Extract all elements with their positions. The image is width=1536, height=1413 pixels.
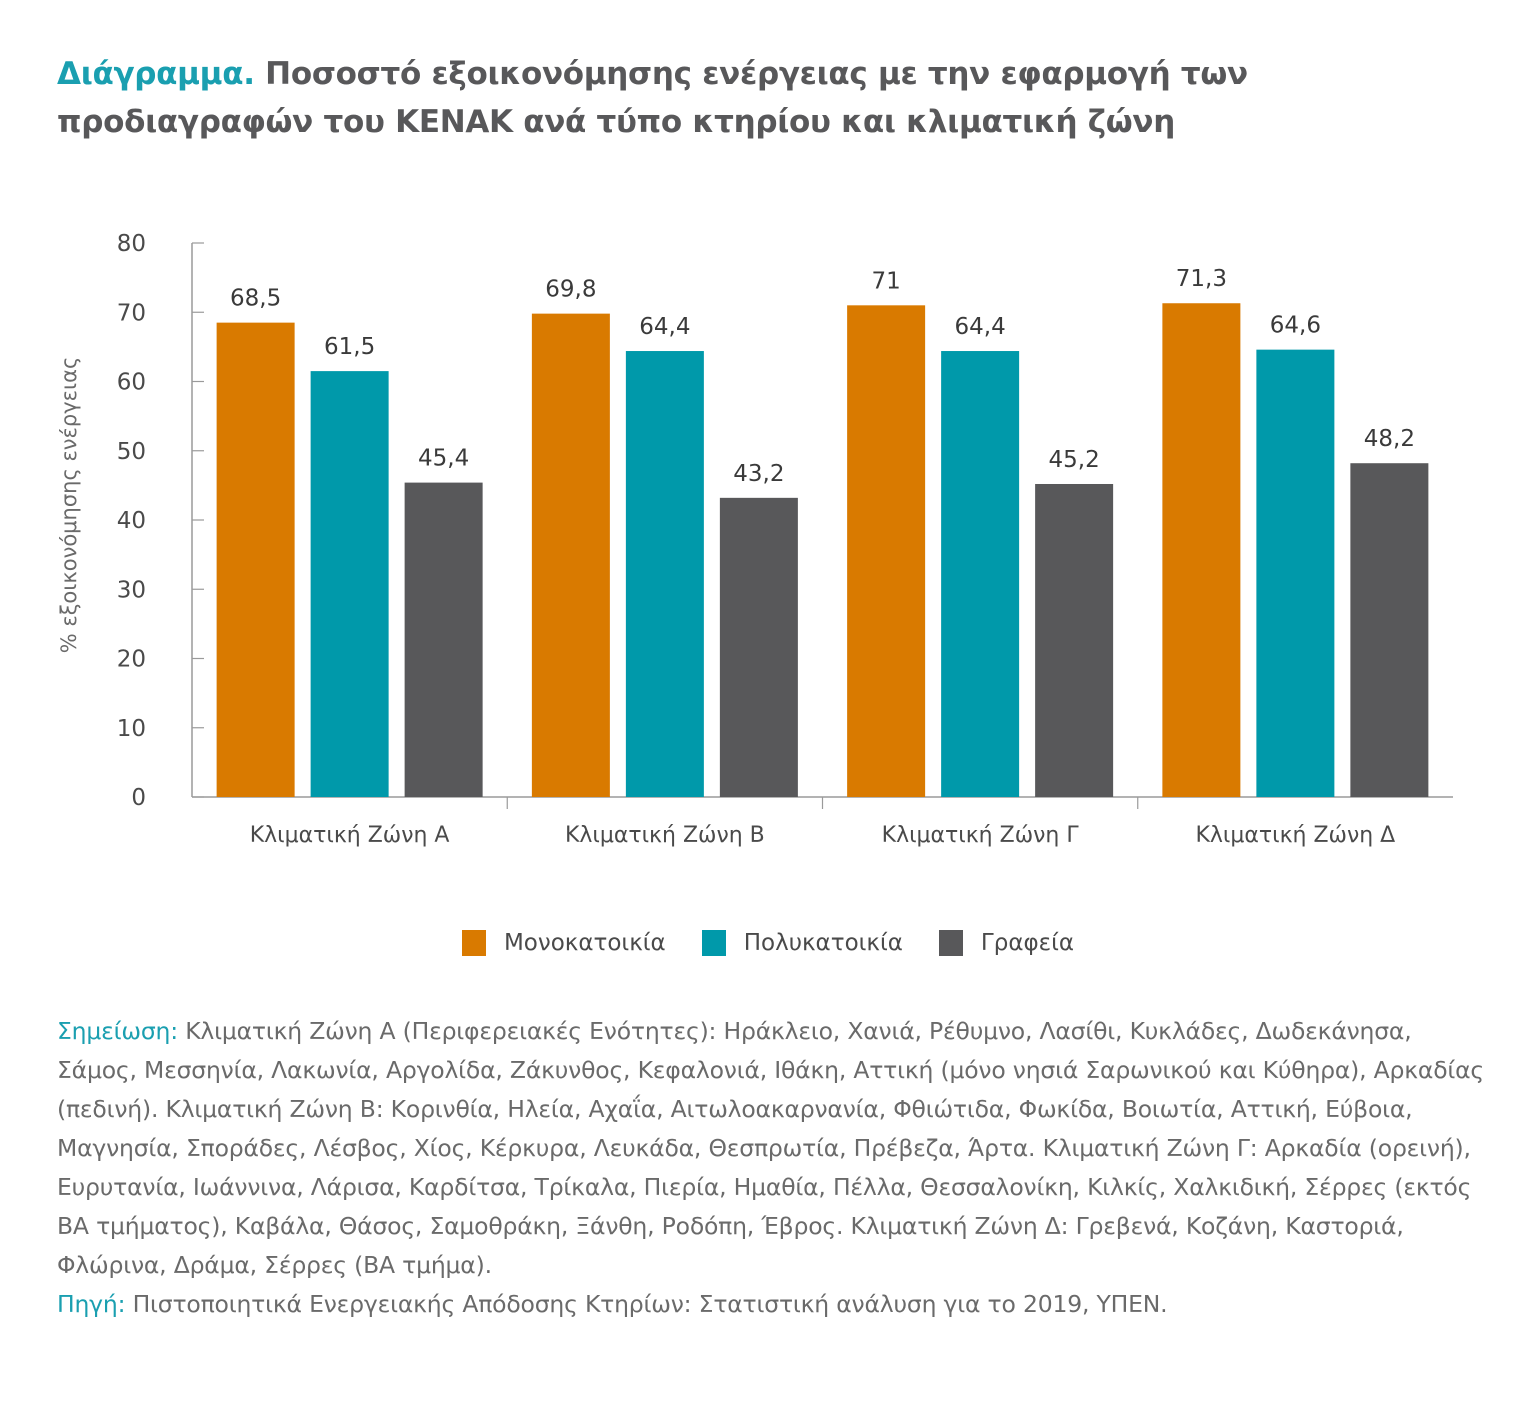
bar xyxy=(941,351,1020,797)
y-tick-label: 80 xyxy=(117,231,146,257)
x-tick-label: Κλιματική Ζώνη Α xyxy=(250,823,450,848)
y-tick-label: 40 xyxy=(117,508,146,534)
data-label: 64,4 xyxy=(955,314,1006,340)
y-tick-label: 10 xyxy=(117,716,146,742)
bar xyxy=(1256,349,1335,797)
y-tick-label: 0 xyxy=(131,785,146,811)
data-label: 64,4 xyxy=(639,314,690,340)
data-label: 71 xyxy=(871,268,900,294)
data-label: 43,2 xyxy=(733,461,784,487)
legend-item: Γραφεία xyxy=(938,930,1075,956)
chart-title: Διάγραμμα. Ποσοστό εξοικονόμησης ενέργει… xyxy=(57,50,1497,146)
bar xyxy=(847,305,926,797)
y-tick-label: 30 xyxy=(117,577,146,603)
x-tick-label: Κλιματική Ζώνη Γ xyxy=(882,823,1080,848)
bar xyxy=(1350,463,1429,797)
y-tick-label: 70 xyxy=(117,300,146,326)
bar xyxy=(216,322,295,797)
title-lead: Διάγραμμα. xyxy=(57,56,255,92)
source-paragraph: Πηγή: Πιστοποιητικά Ενεργειακής Απόδοσης… xyxy=(57,1285,1497,1324)
legend-swatch xyxy=(461,930,486,956)
bar xyxy=(310,371,389,797)
data-label: 69,8 xyxy=(545,277,596,303)
bar xyxy=(404,482,483,797)
data-label: 48,2 xyxy=(1364,426,1415,452)
bar xyxy=(1162,303,1241,797)
bar xyxy=(1035,483,1114,797)
data-label: 45,4 xyxy=(418,446,469,472)
y-tick-label: 20 xyxy=(117,647,146,673)
legend-swatch xyxy=(938,930,963,956)
note-paragraph: Σημείωση: Κλιματική Ζώνη Α (Περιφερειακέ… xyxy=(57,1012,1497,1285)
data-label: 64,6 xyxy=(1270,313,1321,339)
notes: Σημείωση: Κλιματική Ζώνη Α (Περιφερειακέ… xyxy=(57,1012,1497,1324)
y-axis-label: % εξοικονόμησης ενέργειας xyxy=(57,357,81,654)
legend-item: Πολυκατοικία xyxy=(701,930,903,956)
bar xyxy=(719,497,798,797)
bar xyxy=(531,313,610,797)
x-tick-label: Κλιματική Ζώνη Β xyxy=(565,823,765,848)
source-text: Πιστοποιητικά Ενεργειακής Απόδοσης Κτηρί… xyxy=(125,1290,1168,1318)
y-tick-label: 50 xyxy=(117,439,146,465)
source-label: Πηγή: xyxy=(57,1290,126,1318)
legend: Μονοκατοικία Πολυκατοικία Γραφεία xyxy=(0,930,1536,956)
data-label: 68,5 xyxy=(230,286,281,312)
data-label: 71,3 xyxy=(1176,266,1227,292)
data-label: 45,2 xyxy=(1049,447,1100,473)
legend-swatch xyxy=(701,930,726,956)
bar xyxy=(625,351,704,797)
note-text: Κλιματική Ζώνη Α (Περιφερειακές Ενότητες… xyxy=(57,1017,1485,1279)
legend-label: Γραφεία xyxy=(980,930,1075,956)
bar-chart: 0 10 20 30 40 50 60 70 80 % εξοικονόμησης ενέργει… xyxy=(57,231,1453,848)
title-text: Ποσοστό εξοικονόμησης ενέργειας με την ε… xyxy=(57,56,1248,140)
data-label: 61,5 xyxy=(324,334,375,360)
legend-label: Μονοκατοικία xyxy=(503,930,666,956)
legend-item: Μονοκατοικία xyxy=(461,930,666,956)
y-tick-label: 60 xyxy=(117,370,146,396)
legend-label: Πολυκατοικία xyxy=(743,930,903,956)
x-tick-label: Κλιματική Ζώνη Δ xyxy=(1195,823,1395,848)
note-label: Σημείωση: xyxy=(57,1017,178,1045)
